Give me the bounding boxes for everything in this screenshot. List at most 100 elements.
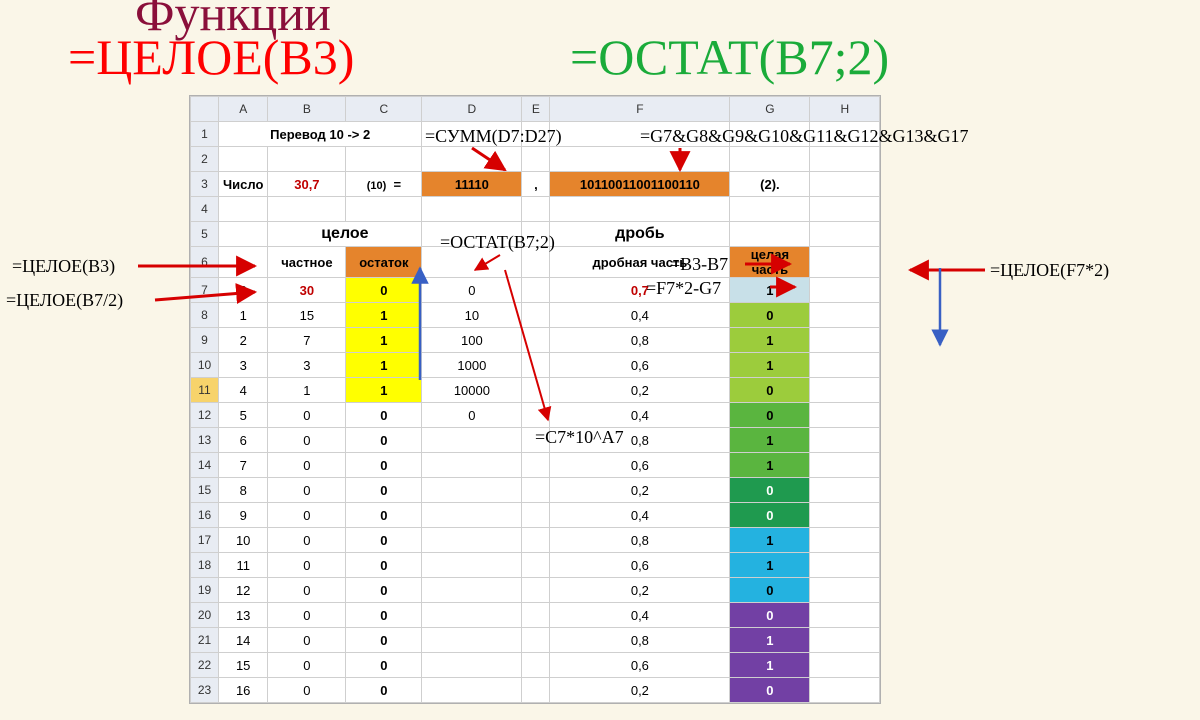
cell[interactable] <box>522 578 550 603</box>
cell[interactable] <box>810 553 880 578</box>
cell[interactable]: 0 <box>219 278 268 303</box>
cell[interactable] <box>810 197 880 222</box>
cell[interactable]: 0 <box>346 628 422 653</box>
cell[interactable]: 1 <box>730 453 810 478</box>
cell[interactable]: 4 <box>219 378 268 403</box>
cell[interactable]: 0,6 <box>550 553 730 578</box>
cell[interactable] <box>522 628 550 653</box>
row-header[interactable]: 20 <box>191 603 219 628</box>
cell[interactable]: 0 <box>730 378 810 403</box>
cell[interactable] <box>522 653 550 678</box>
cell[interactable]: 7 <box>268 328 346 353</box>
row-header[interactable]: 9 <box>191 328 219 353</box>
cell[interactable] <box>550 147 730 172</box>
cell[interactable] <box>522 378 550 403</box>
cell[interactable]: Число <box>219 172 268 197</box>
cell[interactable] <box>422 147 522 172</box>
cell[interactable]: 0,6 <box>550 453 730 478</box>
cell[interactable] <box>522 553 550 578</box>
cell[interactable]: целая часть <box>730 247 810 278</box>
cell[interactable] <box>522 678 550 703</box>
cell[interactable] <box>522 328 550 353</box>
cell[interactable]: 12 <box>219 578 268 603</box>
cell[interactable] <box>422 528 522 553</box>
cell[interactable] <box>810 503 880 528</box>
cell[interactable]: 1 <box>730 653 810 678</box>
cell[interactable]: частное <box>268 247 346 278</box>
cell[interactable] <box>346 147 422 172</box>
cell[interactable] <box>810 528 880 553</box>
cell[interactable]: 0 <box>346 403 422 428</box>
cell[interactable]: 0 <box>346 453 422 478</box>
col-header[interactable]: D <box>422 97 522 122</box>
cell[interactable] <box>422 428 522 453</box>
cell[interactable]: 1 <box>219 303 268 328</box>
cell[interactable]: , <box>522 172 550 197</box>
cell[interactable] <box>219 147 268 172</box>
cell[interactable]: 0,2 <box>550 578 730 603</box>
cell[interactable]: 0,2 <box>550 378 730 403</box>
cell[interactable]: 15 <box>219 653 268 678</box>
row-header[interactable]: 10 <box>191 353 219 378</box>
row-header[interactable]: 11 <box>191 378 219 403</box>
cell[interactable]: дробь <box>550 222 730 247</box>
cell[interactable]: 16 <box>219 678 268 703</box>
cell[interactable] <box>422 653 522 678</box>
row-header[interactable]: 13 <box>191 428 219 453</box>
row-header[interactable]: 19 <box>191 578 219 603</box>
cell[interactable] <box>810 222 880 247</box>
cell[interactable]: Перевод 10 -> 2 <box>219 122 422 147</box>
cell[interactable]: 1 <box>730 428 810 453</box>
cell[interactable]: 14 <box>219 628 268 653</box>
cell[interactable] <box>522 603 550 628</box>
cell[interactable]: 0 <box>268 453 346 478</box>
cell[interactable]: 0 <box>346 553 422 578</box>
row-header[interactable]: 4 <box>191 197 219 222</box>
col-header[interactable]: F <box>550 97 730 122</box>
cell[interactable]: (2). <box>730 172 810 197</box>
row-header[interactable]: 1 <box>191 122 219 147</box>
cell[interactable] <box>522 278 550 303</box>
cell[interactable] <box>219 197 268 222</box>
cell[interactable]: 0,4 <box>550 303 730 328</box>
cell[interactable] <box>422 578 522 603</box>
row-header[interactable]: 14 <box>191 453 219 478</box>
row-header[interactable]: 22 <box>191 653 219 678</box>
col-header[interactable]: G <box>730 97 810 122</box>
cell[interactable]: 0 <box>730 503 810 528</box>
cell[interactable]: 0 <box>346 428 422 453</box>
cell[interactable]: 0 <box>268 528 346 553</box>
cell[interactable] <box>219 222 268 247</box>
row-header[interactable]: 15 <box>191 478 219 503</box>
cell[interactable] <box>810 147 880 172</box>
cell[interactable]: 30,7 <box>268 172 346 197</box>
row-header[interactable]: 8 <box>191 303 219 328</box>
cell[interactable] <box>810 453 880 478</box>
cell[interactable]: 0,6 <box>550 353 730 378</box>
cell[interactable] <box>730 147 810 172</box>
cell[interactable]: 15 <box>268 303 346 328</box>
cell[interactable]: 10 <box>219 528 268 553</box>
cell[interactable]: 0 <box>422 278 522 303</box>
cell[interactable]: 5 <box>219 403 268 428</box>
cell[interactable] <box>522 147 550 172</box>
cell[interactable]: 0 <box>346 278 422 303</box>
cell[interactable]: 11 <box>219 553 268 578</box>
cell[interactable]: 11110 <box>422 172 522 197</box>
row-header[interactable]: 18 <box>191 553 219 578</box>
cell[interactable]: 1 <box>730 353 810 378</box>
corner-cell[interactable] <box>191 97 219 122</box>
row-header[interactable]: 23 <box>191 678 219 703</box>
cell[interactable]: 0,8 <box>550 628 730 653</box>
cell[interactable]: 8 <box>219 478 268 503</box>
cell[interactable] <box>730 222 810 247</box>
cell[interactable]: 6 <box>219 428 268 453</box>
cell[interactable]: 0 <box>268 478 346 503</box>
cell[interactable]: 1 <box>346 303 422 328</box>
cell[interactable]: 0,4 <box>550 503 730 528</box>
cell[interactable]: 0 <box>268 403 346 428</box>
cell[interactable] <box>422 553 522 578</box>
cell[interactable] <box>810 328 880 353</box>
col-header[interactable]: H <box>810 97 880 122</box>
cell[interactable]: 1000 <box>422 353 522 378</box>
